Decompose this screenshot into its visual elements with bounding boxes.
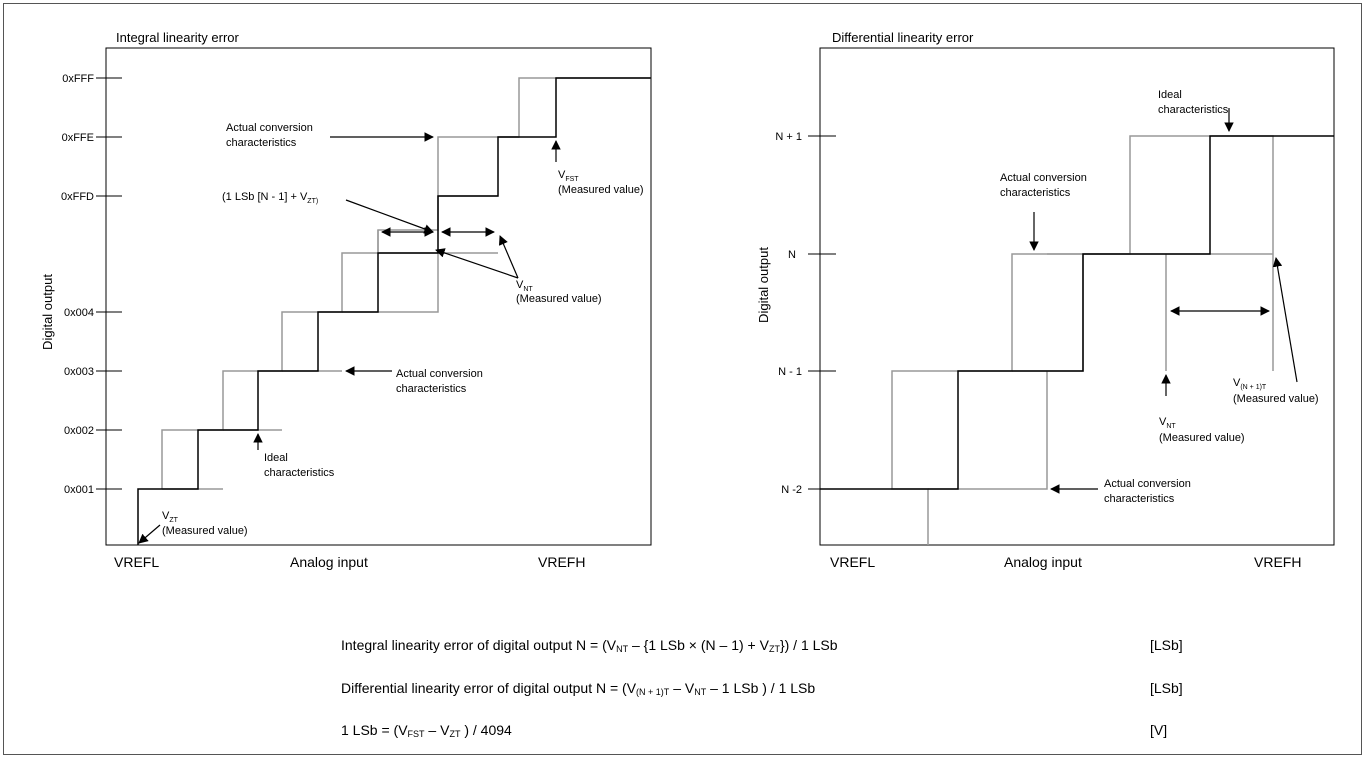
ideal-line2: characteristics xyxy=(264,467,335,479)
lsb-formula-label: (1 LSb [N - 1] + VZT) xyxy=(222,191,318,205)
vfst-measured: (Measured value) xyxy=(558,184,644,196)
differential-y-tick-marks xyxy=(808,135,836,490)
integral-ideal-staircase-lower xyxy=(162,136,519,490)
y-tick-n-plus-1: N + 1 xyxy=(775,131,802,143)
actual-top-line1: Actual conversion xyxy=(226,122,313,134)
differential-x-label-analog-input: Analog input xyxy=(1004,554,1082,570)
vfst-label: VFST xyxy=(558,169,579,183)
arrow-vnt-b xyxy=(498,235,519,279)
actual-mid-line2: characteristics xyxy=(1000,187,1071,199)
formula-lsb: 1 LSb = (VFST – VZT ) / 4094 xyxy=(341,722,512,739)
y-tick-n: N xyxy=(788,249,796,261)
y-tick-0x001: 0x001 xyxy=(64,484,94,496)
actual-bottom-line1: Actual conversion xyxy=(396,368,483,380)
formula-integral-unit: [LSb] xyxy=(1150,637,1183,653)
arrow-vzt xyxy=(138,524,161,544)
integral-plot-frame xyxy=(105,47,652,546)
integral-linearity-panel: Integral linearity error 0xFFF 0xFFE 0xF… xyxy=(40,30,652,570)
ideal-line1: Ideal xyxy=(264,452,288,464)
differential-x-tick-vrefl: VREFL xyxy=(830,554,875,570)
vnt-measured: (Measured value) xyxy=(516,293,602,305)
differential-plot-frame xyxy=(819,47,1335,546)
differential-actual-staircase xyxy=(820,135,1334,490)
differential-y-axis-label: Digital output xyxy=(756,247,771,323)
vnt-label: VNT xyxy=(516,279,533,293)
y-tick-0x003: 0x003 xyxy=(64,366,94,378)
integral-y-tick-marks xyxy=(96,77,122,490)
vzt-measured: (Measured value) xyxy=(162,525,248,537)
figure-frame xyxy=(3,3,1362,755)
actual-mid-line1: Actual conversion xyxy=(1000,172,1087,184)
actual-bottom-right-line2: characteristics xyxy=(1104,493,1175,505)
integral-actual-staircase xyxy=(137,77,651,545)
differential-panel-title: Differential linearity error xyxy=(832,30,974,45)
vzt-label: VZT xyxy=(162,510,179,524)
formula-differential: Differential linearity error of digital … xyxy=(341,680,816,697)
formula-differential-unit: [LSb] xyxy=(1150,680,1183,696)
integral-ideal-staircase-upper xyxy=(161,77,651,489)
vn1t-label: V(N + 1)T xyxy=(1233,377,1267,391)
y-tick-n-minus-1: N - 1 xyxy=(778,366,802,378)
differential-x-tick-vrefh: VREFH xyxy=(1254,554,1301,570)
y-tick-0xfff: 0xFFF xyxy=(62,73,94,85)
integral-x-tick-vrefh: VREFH xyxy=(538,554,585,570)
arrow-lsb-formula xyxy=(345,199,434,234)
integral-panel-title: Integral linearity error xyxy=(116,30,239,45)
y-tick-0x002: 0x002 xyxy=(64,425,94,437)
formula-integral: Integral linearity error of digital outp… xyxy=(341,637,838,654)
differential-linearity-panel: Differential linearity error N + 1 N N -… xyxy=(756,30,1335,570)
ideal-right-line1: Ideal xyxy=(1158,89,1182,101)
y-tick-n-minus-2: N -2 xyxy=(781,484,802,496)
y-tick-0xffe: 0xFFE xyxy=(62,132,94,144)
y-tick-0x004: 0x004 xyxy=(64,307,94,319)
y-tick-0xffd: 0xFFD xyxy=(61,191,94,203)
integral-x-label-analog-input: Analog input xyxy=(290,554,368,570)
arrow-vn1t xyxy=(1272,257,1298,383)
arrow-vnt-a xyxy=(435,248,519,279)
integral-y-axis-label: Digital output xyxy=(40,274,55,350)
actual-top-line2: characteristics xyxy=(226,137,297,149)
vnt-right-measured: (Measured value) xyxy=(1159,432,1245,444)
formula-lsb-unit: [V] xyxy=(1150,722,1168,738)
ideal-right-line2: characteristics xyxy=(1158,104,1229,116)
vnt-right-label: VNT xyxy=(1159,416,1176,430)
actual-bottom-right-line1: Actual conversion xyxy=(1104,478,1191,490)
vn1t-measured: (Measured value) xyxy=(1233,393,1319,405)
actual-bottom-line2: characteristics xyxy=(396,383,467,395)
integral-x-tick-vrefl: VREFL xyxy=(114,554,159,570)
